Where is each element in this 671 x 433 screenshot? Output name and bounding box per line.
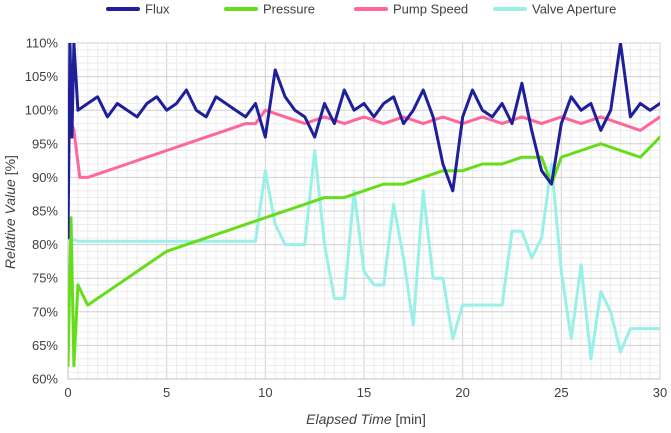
x-tick-label: 10	[258, 385, 272, 400]
legend-label: Pressure	[263, 2, 315, 17]
y-tick-label: 90%	[32, 170, 58, 185]
x-tick-label: 25	[554, 385, 568, 400]
y-tick-labels: 60% 65% 70% 75% 80% 85% 90% 95% 100% 105% 110%	[25, 36, 59, 387]
x-axis-title: Elapsed Time [min]	[306, 411, 426, 427]
series-line-pressure	[68, 135, 660, 368]
y-axis-title: Relative Value [%]	[2, 155, 18, 269]
y-tick-label: 60%	[32, 372, 58, 387]
legend: Flux Pressure Pump Speed Valve Aperture	[106, 2, 616, 17]
y-tick-label: 110%	[26, 36, 59, 51]
y-tick-label: 80%	[32, 237, 58, 252]
y-tick-label: 85%	[32, 204, 58, 219]
x-tick-label: 30	[653, 385, 667, 400]
x-tick-label: 15	[357, 385, 371, 400]
series-line-valve-aperture	[68, 149, 660, 361]
legend-label: Flux	[145, 2, 170, 17]
x-tick-labels: 0 5 10 15 20 25 30	[64, 385, 667, 400]
y-tick-label: 70%	[32, 304, 58, 319]
x-tick-label: 0	[64, 385, 71, 400]
y-tick-label: 100%	[25, 103, 59, 118]
series-line-flux	[68, 43, 660, 240]
y-tick-label: 75%	[32, 271, 58, 286]
y-tick-label: 95%	[32, 136, 58, 151]
y-tick-label: 65%	[32, 338, 58, 353]
x-tick-label: 20	[455, 385, 469, 400]
x-tick-label: 5	[163, 385, 170, 400]
series-lines	[68, 43, 660, 368]
y-tick-label: 105%	[25, 69, 59, 84]
legend-label: Valve Aperture	[532, 2, 616, 17]
legend-label: Pump Speed	[393, 2, 468, 17]
